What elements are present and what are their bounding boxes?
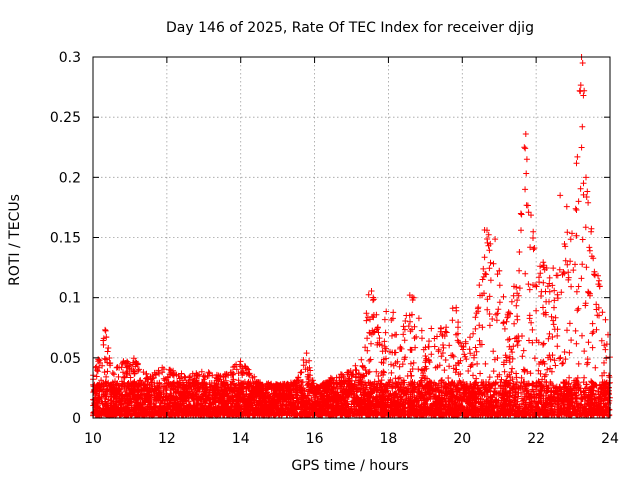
x-tick-label: 22 xyxy=(527,431,545,447)
roti-point-cloud xyxy=(90,82,613,419)
y-tick-label: 0.15 xyxy=(50,231,81,247)
roti-point xyxy=(581,87,588,94)
x-tick-label: 24 xyxy=(601,431,619,447)
roti-point xyxy=(557,192,564,199)
x-tick-label: 16 xyxy=(306,431,324,447)
y-tick-label: 0.2 xyxy=(59,170,81,186)
x-tick-label: 14 xyxy=(232,431,250,447)
x-tick-label: 12 xyxy=(158,431,176,447)
y-tick-label: 0.05 xyxy=(50,351,81,367)
roti-point xyxy=(575,198,582,205)
roti-point xyxy=(579,123,586,130)
roti-point xyxy=(582,174,589,181)
y-tick-label: 0.1 xyxy=(59,291,81,307)
y-tick-label: 0.3 xyxy=(59,50,81,66)
x-tick-label: 10 xyxy=(84,431,102,447)
roti-point xyxy=(523,156,530,163)
x-tick-label: 20 xyxy=(453,431,471,447)
chart-title: Day 146 of 2025, Rate Of TEC Index for r… xyxy=(166,20,534,36)
roti-point xyxy=(522,186,529,193)
y-tick-label: 0.25 xyxy=(50,110,81,126)
x-axis-label: GPS time / hours xyxy=(291,458,408,474)
y-axis-label: ROTI / TECUs xyxy=(7,194,23,286)
roti-point xyxy=(522,131,529,138)
roti-point xyxy=(580,92,587,99)
x-tick-label: 18 xyxy=(380,431,398,447)
axis-ticks: 10 12 14 16 18 20 22 24 0 0.05 0.1 0.15 0.2 0.25 0.3 xyxy=(50,50,619,447)
roti-point xyxy=(579,60,586,67)
y-tick-label: 0 xyxy=(72,411,81,427)
roti-point xyxy=(521,144,528,151)
